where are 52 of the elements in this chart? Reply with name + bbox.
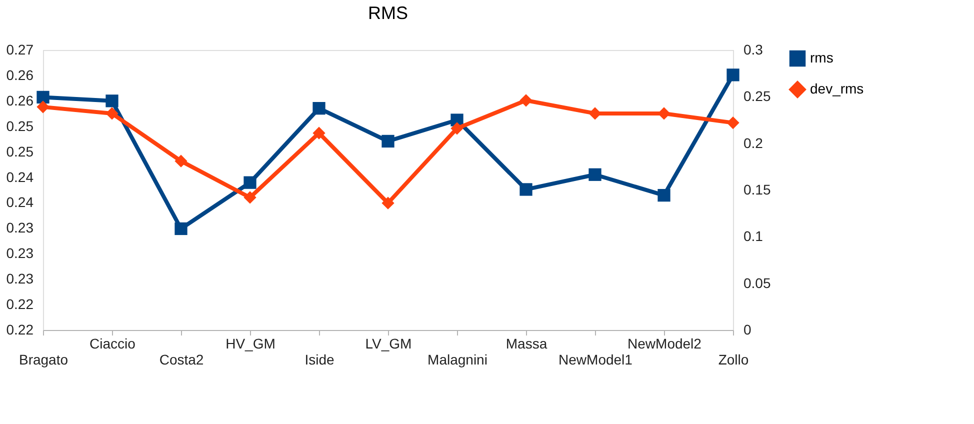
y-tick-label: 0.22 (6, 296, 34, 312)
y2-tick-label: 0.2 (744, 134, 764, 151)
x-tick-label: Ciaccio (90, 336, 136, 352)
point (244, 176, 256, 189)
y2-tick-label: 0.3 (744, 42, 764, 58)
point (726, 116, 740, 130)
point (174, 154, 188, 168)
point (520, 183, 532, 196)
x-tick-label: LV_GM (365, 336, 412, 352)
point (312, 102, 326, 115)
y2-tick-label: 0.1 (744, 228, 764, 244)
point (312, 126, 326, 140)
point (520, 94, 532, 107)
y-tick-label: 0.25 (6, 118, 34, 134)
point (658, 188, 670, 202)
x-tick-label: NewModel2 (628, 336, 702, 352)
legend-label: dev_rms (810, 80, 864, 96)
x-tick-label: Malagnini (428, 352, 488, 368)
y-tick-label: 0.23 (6, 270, 34, 287)
x-tick-label: Iside (304, 352, 334, 368)
point (174, 222, 188, 236)
y-tick-label: 0.26 (6, 92, 34, 108)
point (588, 168, 602, 181)
point (244, 191, 256, 204)
y-tick-label: 0.24 (6, 168, 34, 185)
y-tick-label: 0.24 (6, 194, 34, 210)
y-tick-label: 0.23 (6, 245, 34, 262)
chart-title: RMS (368, 3, 408, 23)
y-tick-label: 0.23 (6, 220, 34, 236)
point (450, 122, 464, 135)
point (36, 90, 50, 104)
y-tick-label: 0.22 (6, 322, 34, 338)
y-tick-label: 0.27 (6, 42, 34, 58)
point (36, 100, 50, 114)
point (382, 134, 394, 148)
x-tick-label: Costa2 (159, 352, 204, 368)
y-tick-label: 0.26 (6, 66, 34, 83)
y-tick-label: 0.25 (6, 143, 34, 160)
x-tick-label: NewModel1 (558, 352, 633, 368)
y2-tick-label: 0.05 (744, 274, 771, 291)
x-tick-label: Bragato (18, 352, 68, 368)
y2-tick-label: 0.15 (744, 182, 771, 198)
point (726, 68, 740, 82)
x-tick-label: HV_GM (226, 336, 276, 352)
x-tick-label: Zollo (718, 352, 749, 368)
point (106, 94, 118, 108)
point (382, 196, 394, 210)
x-tick-label: Massa (506, 336, 548, 352)
y2-tick-label: 0.25 (744, 88, 771, 104)
point (106, 107, 118, 120)
legend-label: rms (810, 50, 834, 66)
y2-tick-label: 0 (744, 322, 752, 338)
